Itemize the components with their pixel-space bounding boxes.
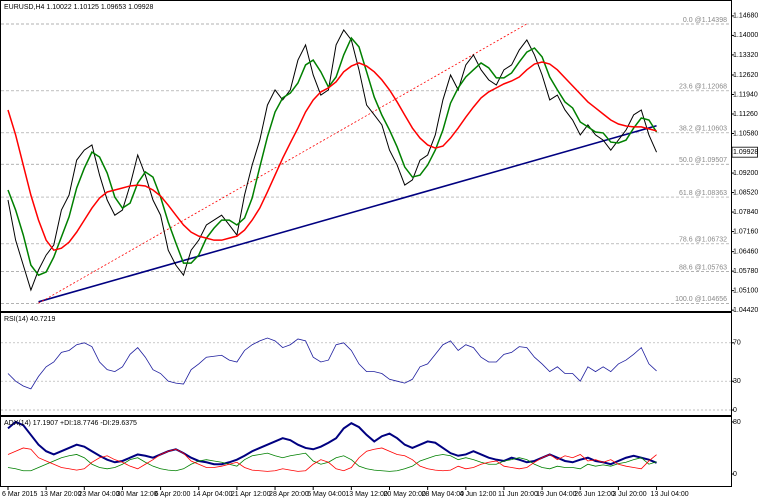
series-line (7, 420, 657, 466)
fib-label: 78.6 @1.06732 (679, 237, 727, 244)
x-tick-label: 6 May 04:00 (307, 491, 346, 498)
x-tick-label: 30 Mar 12:00 (116, 491, 157, 498)
adx-panel (0, 416, 732, 487)
x-tick-label: 28 May 04:00 (422, 491, 465, 498)
fib-label: 61.8 @1.08363 (679, 190, 727, 197)
fib-label: 23.6 @1.12068 (679, 84, 727, 91)
panel-title: RSI(14) 40.7219 (4, 316, 55, 323)
x-tick-label: 20 May 20:00 (384, 491, 427, 498)
x-tick-label: 3 Jul 20:00 (612, 491, 646, 498)
y-tick-label: 70 (733, 340, 741, 347)
series-line (7, 29, 658, 292)
fib-label: 88.6 @1.05763 (679, 264, 727, 271)
y-tick-label: 1.14000 (733, 32, 758, 39)
fib-label: 50.0 @1.09507 (679, 157, 727, 164)
x-tick-label: 13 Mar 20:00 (40, 491, 81, 498)
panel-title: ADX(14) 17.1907 +DI:18.7746 -DI:29.6375 (4, 420, 137, 427)
series-line (7, 36, 658, 277)
y-tick-label: 30 (733, 378, 741, 385)
x-tick-label: 6 Mar 2015 (2, 491, 38, 498)
panel-title: EURUSD,H4 1.10022 1.10125 1.09653 1.0992… (4, 4, 154, 11)
y-tick-label: 1.04420 (733, 307, 758, 314)
fib-label: 38.2 @1.10603 (679, 126, 727, 133)
series-line (7, 452, 657, 472)
series-line (7, 61, 657, 252)
trend-line (38, 124, 657, 303)
y-tick-label: 1.14680 (733, 13, 758, 20)
x-tick-label: 13 Jul 04:00 (651, 491, 689, 498)
y-tick-label: 1.05100 (733, 287, 758, 294)
y-tick-label: 1.06460 (733, 248, 758, 255)
y-tick-label: 1.08520 (733, 189, 758, 196)
y-tick-label: 80 (733, 419, 741, 426)
x-tick-label: 23 Mar 04:00 (78, 491, 119, 498)
x-tick-label: 6 Apr 20:00 (155, 491, 191, 498)
fib-label: 0.0 @1.14398 (683, 17, 727, 24)
y-tick-label: 0 (733, 407, 737, 414)
y-tick-label: 1.11260 (733, 111, 758, 118)
y-tick-label: 1.13320 (733, 52, 758, 59)
y-tick-label: 1.10580 (733, 130, 758, 137)
x-tick-label: 4 Jun 12:00 (460, 491, 497, 498)
y-tick-label: 1.11940 (733, 91, 758, 98)
fib-label: 100.0 @1.04656 (675, 296, 727, 303)
x-tick-label: 13 May 12:00 (345, 491, 388, 498)
x-tick-label: 14 Apr 04:00 (193, 491, 233, 498)
y-tick-label: 1.07160 (733, 228, 758, 235)
x-tick-label: 19 Jun 04:00 (536, 491, 577, 498)
x-tick-label: 21 Apr 12:00 (231, 491, 271, 498)
x-tick-label: 26 Jun 12:00 (574, 491, 615, 498)
price-panel (0, 0, 732, 312)
x-tick-label: 28 Apr 20:00 (269, 491, 309, 498)
series-line (7, 447, 657, 472)
x-tick-label: 11 Jun 20:00 (498, 491, 538, 498)
last-price-label: 1.09928 (733, 149, 758, 156)
y-tick-label: 1.05780 (733, 268, 758, 275)
rsi-panel (0, 312, 732, 416)
y-tick-label: 0 (733, 471, 737, 478)
series-line (7, 337, 657, 390)
y-tick-label: 1.12620 (733, 72, 758, 79)
y-tick-label: 1.07840 (733, 209, 758, 216)
y-tick-label: 1.09200 (733, 170, 758, 177)
trend-line (38, 23, 528, 304)
